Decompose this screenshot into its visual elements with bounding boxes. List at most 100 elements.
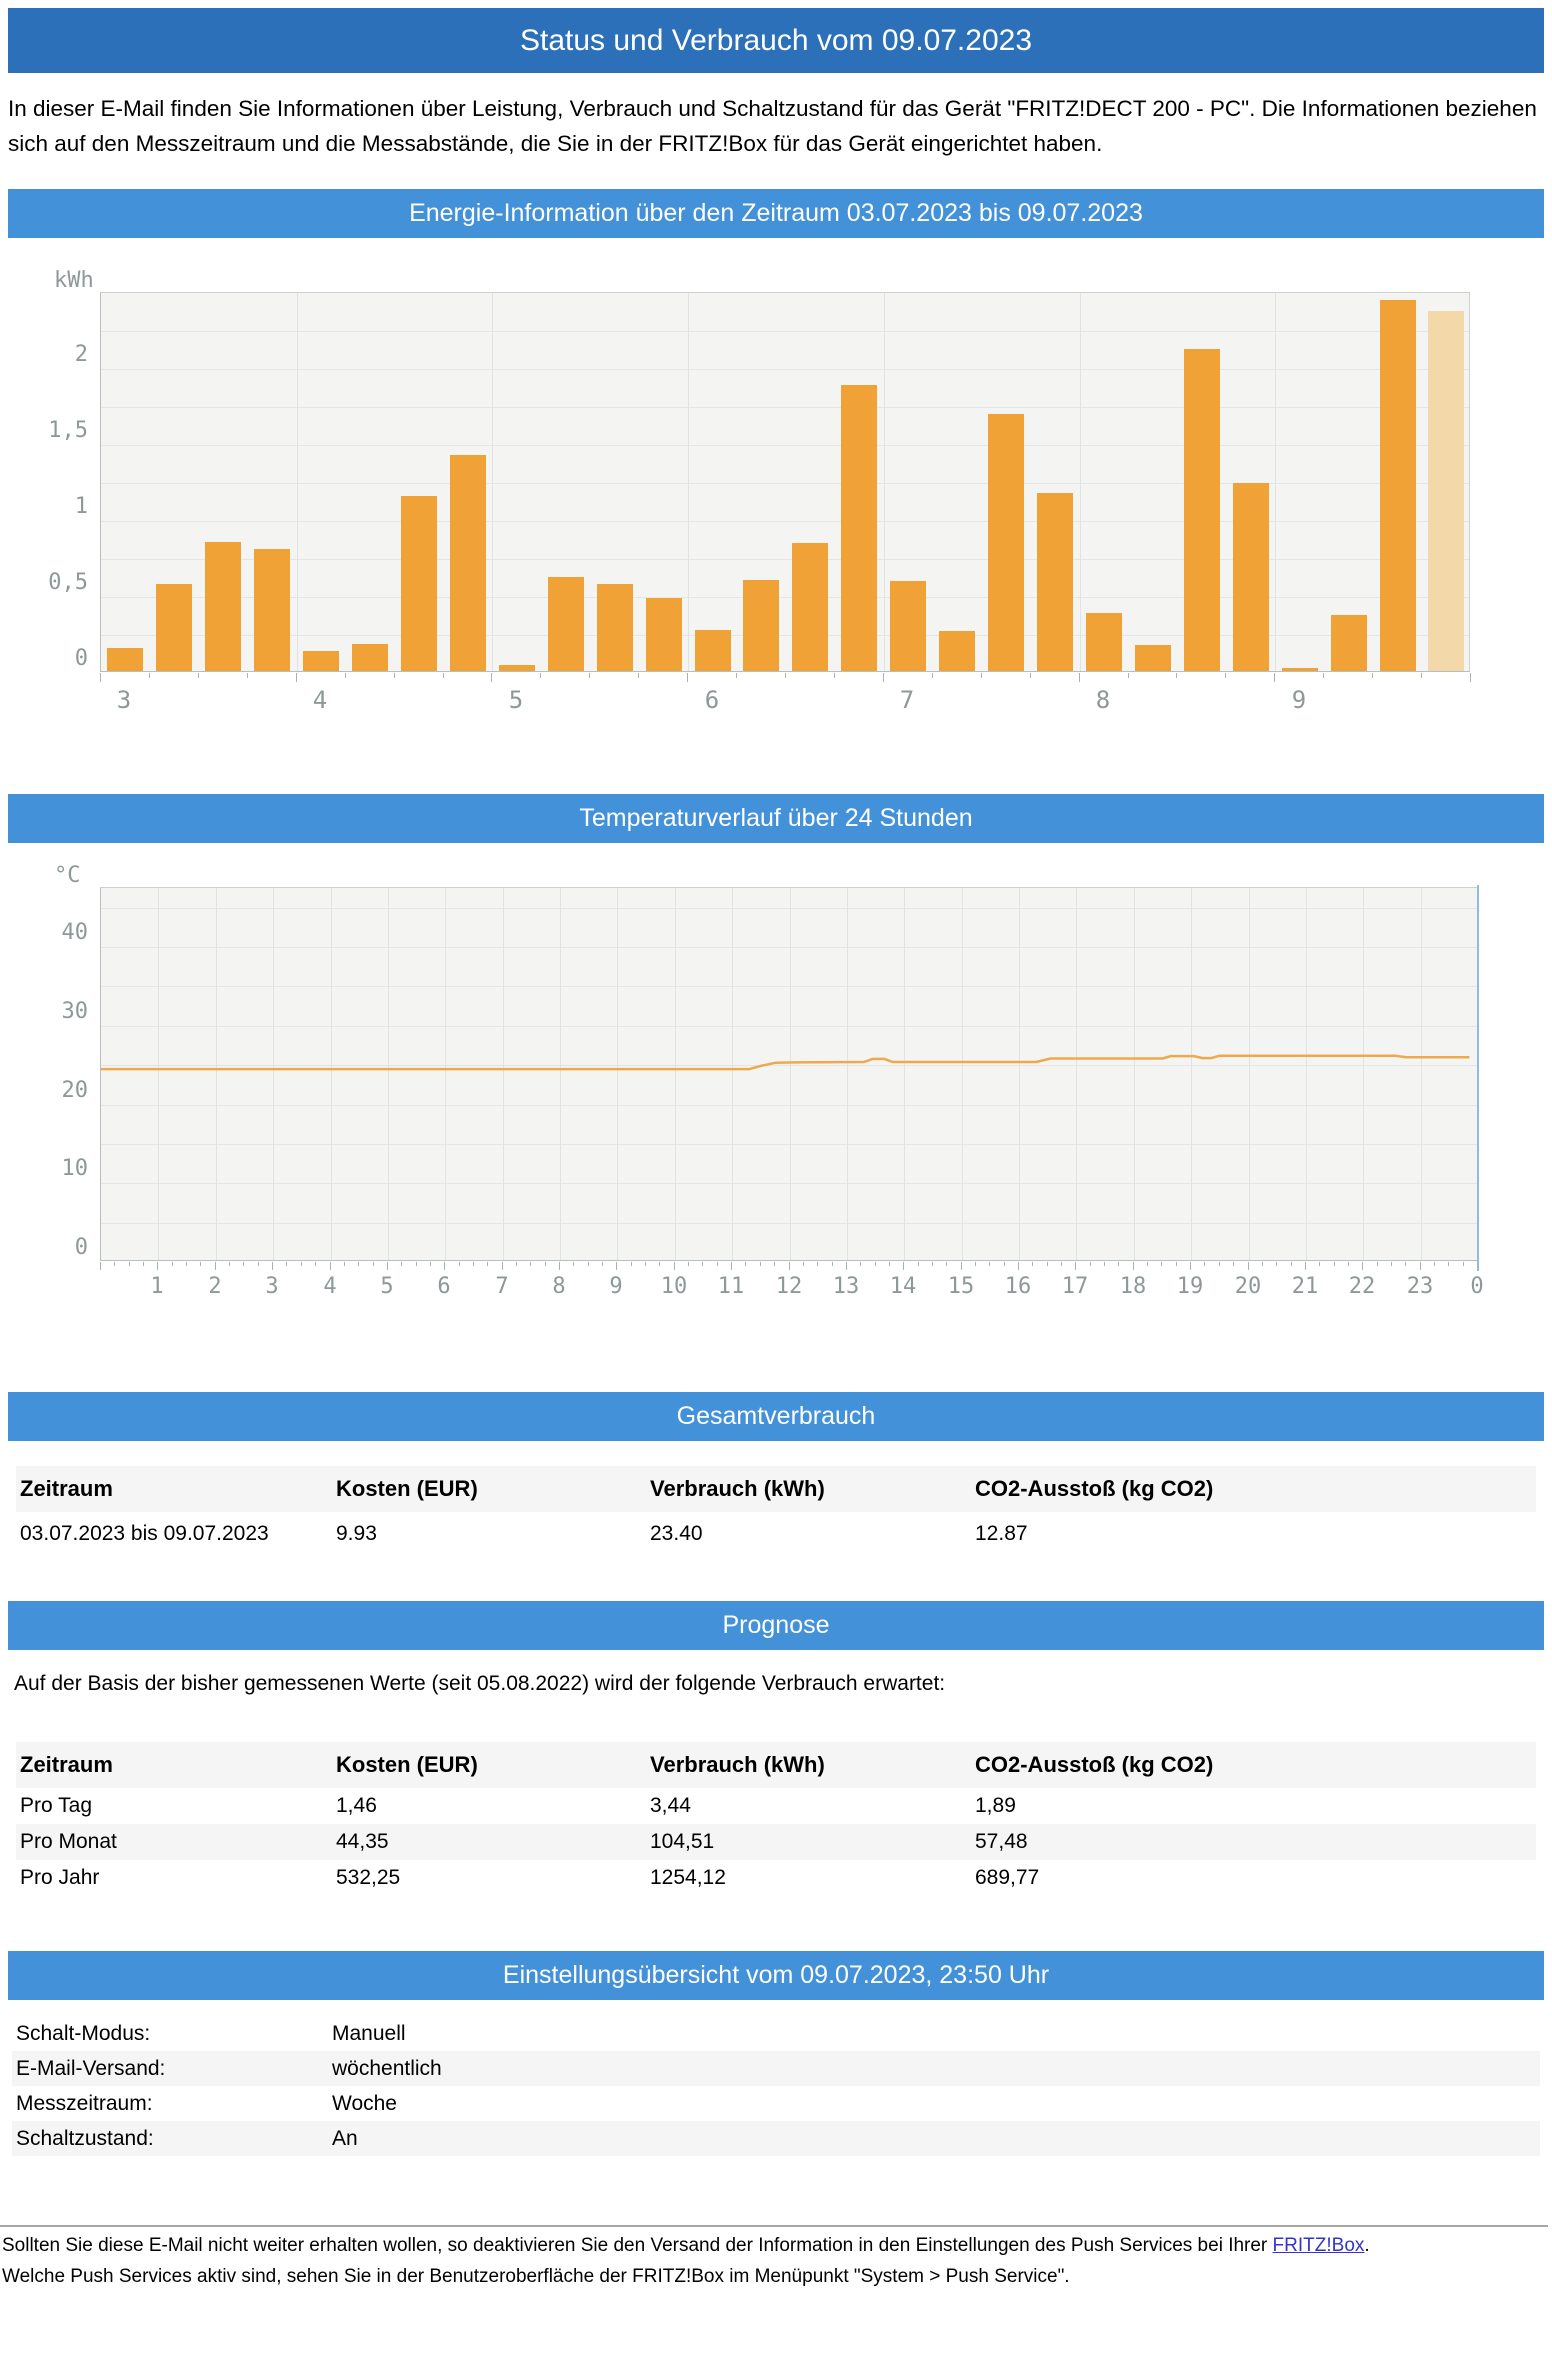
table-cell: 03.07.2023 bis 09.07.2023 bbox=[20, 1522, 269, 1545]
energy-bar bbox=[1086, 613, 1122, 671]
section-title-forecast: Prognose bbox=[722, 1611, 830, 1639]
x-axis-tick bbox=[1448, 1262, 1449, 1266]
table-cell: Manuell bbox=[332, 2021, 406, 2045]
x-axis-tick bbox=[1334, 1262, 1335, 1266]
gridline-vertical bbox=[617, 888, 618, 1260]
x-axis-tick bbox=[100, 673, 101, 682]
x-axis-tick-label: 23 bbox=[1406, 1274, 1434, 1299]
x-axis-tick-label: 22 bbox=[1348, 1274, 1376, 1299]
table-row: E-Mail-Versand: wöchentlich bbox=[12, 2051, 1540, 2086]
gridline-vertical bbox=[1134, 888, 1135, 1260]
x-axis-tick bbox=[198, 673, 199, 678]
energy-bar bbox=[695, 630, 731, 671]
section-header-forecast: Prognose bbox=[8, 1601, 1544, 1650]
page-title: Status und Verbrauch vom 09.07.2023 bbox=[519, 23, 1033, 57]
x-axis-tick bbox=[444, 1262, 445, 1270]
fritzbox-link[interactable]: FRITZ!Box bbox=[1272, 2235, 1365, 2256]
energy-bar bbox=[939, 631, 975, 671]
gridline-horizontal bbox=[101, 1105, 1477, 1106]
x-axis-tick-label: 17 bbox=[1061, 1274, 1089, 1299]
gridline-vertical bbox=[1275, 293, 1276, 671]
x-axis-tick bbox=[1104, 1262, 1105, 1266]
energy-bar bbox=[1233, 483, 1269, 671]
total-consumption-table: Zeitraum Kosten (EUR) Verbrauch (kWh) CO2-A… bbox=[16, 1466, 1536, 1556]
x-axis-tick bbox=[100, 1262, 101, 1270]
x-axis-tick bbox=[918, 1262, 919, 1266]
table-cell: 532,25 bbox=[336, 1866, 401, 1889]
x-axis-tick bbox=[932, 1262, 933, 1266]
gridline-vertical bbox=[445, 888, 446, 1260]
table-cell: 57,48 bbox=[975, 1830, 1028, 1853]
x-axis-tick bbox=[1291, 1262, 1292, 1266]
x-axis-tick bbox=[1090, 1262, 1091, 1266]
gridline-vertical bbox=[216, 888, 217, 1260]
x-axis-tick bbox=[301, 1262, 302, 1266]
energy-bar bbox=[743, 580, 779, 671]
gridline-vertical bbox=[962, 888, 963, 1260]
table-row: Messzeitraum: Woche bbox=[12, 2086, 1540, 2121]
settings-table: Schalt-Modus: Manuell E-Mail-Versand: wöche… bbox=[12, 2016, 1540, 2156]
x-axis-tick bbox=[645, 1262, 646, 1266]
gridline-vertical bbox=[560, 888, 561, 1260]
table-row: Schaltzustand: An bbox=[12, 2121, 1540, 2156]
x-axis-tick bbox=[602, 1262, 603, 1266]
x-axis-tick bbox=[1319, 1262, 1320, 1266]
gridline-horizontal bbox=[101, 1223, 1477, 1224]
x-axis-tick bbox=[330, 1262, 331, 1270]
y-axis-tick-label: 0 bbox=[74, 646, 88, 671]
x-axis-tick bbox=[1079, 673, 1080, 682]
x-axis-tick-label: 16 bbox=[1004, 1274, 1032, 1299]
gridline-vertical bbox=[904, 888, 905, 1260]
y-axis-tick-label: 10 bbox=[61, 1156, 89, 1181]
table-cell: E-Mail-Versand: bbox=[16, 2056, 166, 2080]
x-axis-tick bbox=[1372, 673, 1373, 678]
x-axis-tick bbox=[588, 1262, 589, 1266]
x-axis-tick bbox=[1190, 1262, 1191, 1270]
y-axis-tick-label: 40 bbox=[61, 920, 89, 945]
gridline-horizontal bbox=[101, 1144, 1477, 1145]
x-axis-tick bbox=[1147, 1262, 1148, 1266]
gridline-vertical bbox=[1249, 888, 1250, 1260]
gridline-horizontal bbox=[101, 483, 1469, 484]
gridline-horizontal bbox=[101, 947, 1477, 948]
x-axis-tick bbox=[1391, 1262, 1392, 1266]
x-axis-tick bbox=[157, 1262, 158, 1270]
table-row: Pro Tag 1,46 3,44 1,89 bbox=[16, 1788, 1536, 1824]
x-axis-tick bbox=[961, 1262, 962, 1270]
table-row: 03.07.2023 bis 09.07.2023 9.93 23.40 12.87 bbox=[16, 1512, 1536, 1556]
x-axis-tick-label: 7 bbox=[899, 686, 915, 714]
gridline-vertical bbox=[847, 888, 848, 1260]
x-axis-tick bbox=[459, 1262, 460, 1266]
x-axis-tick bbox=[731, 1262, 732, 1270]
section-title-energy: Energie-Information über den Zeitraum 03… bbox=[409, 199, 1143, 227]
x-axis-tick bbox=[443, 673, 444, 678]
x-axis-tick-label: 5 bbox=[380, 1274, 394, 1299]
footer-line-2: Welche Push Services aktiv sind, sehen S… bbox=[2, 2266, 1070, 2287]
x-axis-tick bbox=[1377, 1262, 1378, 1266]
x-axis-tick bbox=[114, 1262, 115, 1266]
y-axis-tick-label: 1,5 bbox=[48, 418, 88, 443]
x-axis-tick bbox=[373, 1262, 374, 1266]
table-cell: Schaltzustand: bbox=[16, 2126, 154, 2150]
gridline-vertical bbox=[675, 888, 676, 1260]
footer-text-before-link: Sollten Sie diese E-Mail nicht weiter er… bbox=[2, 2235, 1268, 2256]
y-axis-tick-label: 0,5 bbox=[48, 570, 88, 595]
x-axis-tick bbox=[1421, 673, 1422, 678]
x-axis-tick bbox=[932, 673, 933, 678]
temperature-line bbox=[101, 1054, 1470, 1071]
gridline-vertical bbox=[1191, 888, 1192, 1260]
x-axis-tick bbox=[247, 673, 248, 678]
section-header-settings: Einstellungsübersicht vom 09.07.2023, 23… bbox=[8, 1951, 1544, 2000]
table-cell: 12.87 bbox=[975, 1522, 1028, 1545]
x-axis-tick bbox=[717, 1262, 718, 1266]
plot-area bbox=[100, 292, 1470, 672]
x-axis-tick bbox=[1118, 1262, 1119, 1266]
gridline-vertical bbox=[273, 888, 274, 1260]
table-cell: 1254,12 bbox=[650, 1866, 726, 1889]
table-cell: 3,44 bbox=[650, 1794, 691, 1817]
gridline-horizontal bbox=[101, 521, 1469, 522]
section-title-total: Gesamtverbrauch bbox=[676, 1402, 876, 1430]
x-axis-tick bbox=[1248, 1262, 1249, 1270]
x-axis-tick bbox=[272, 1262, 273, 1270]
table-row: Pro Jahr 532,25 1254,12 689,77 bbox=[16, 1860, 1536, 1896]
